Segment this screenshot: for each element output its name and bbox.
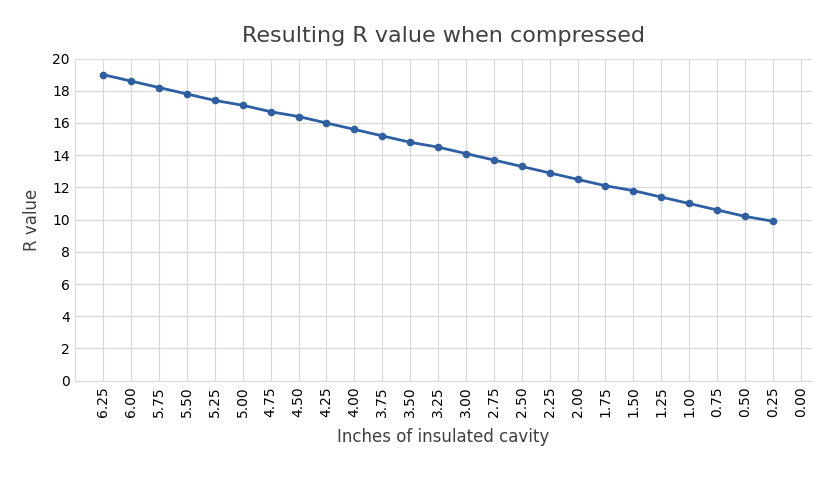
X-axis label: Inches of insulated cavity: Inches of insulated cavity [337,428,549,446]
Y-axis label: R value: R value [23,188,41,251]
Title: Resulting R value when compressed: Resulting R value when compressed [242,26,645,46]
